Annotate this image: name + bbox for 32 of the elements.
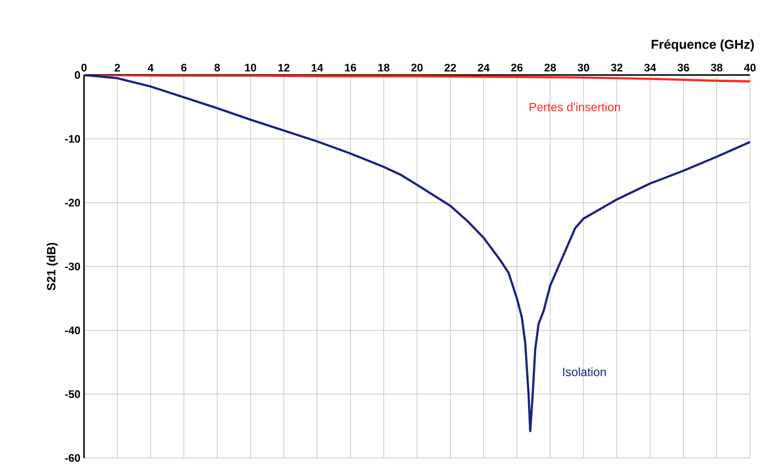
x-tick-label: 28 bbox=[544, 64, 556, 72]
x-tick-label: 24 bbox=[478, 64, 490, 72]
x-tick-label: 34 bbox=[644, 64, 656, 72]
x-tick-label: 38 bbox=[710, 64, 722, 72]
x-tick-label: 8 bbox=[214, 64, 220, 72]
x-tick-label: 4 bbox=[148, 64, 154, 72]
x-tick-label: 0 bbox=[81, 64, 87, 72]
x-tick-label: 2 bbox=[114, 64, 120, 72]
y-tick-label: 0 bbox=[74, 71, 80, 79]
x-tick-label: 18 bbox=[378, 64, 390, 72]
y-tick-label: -60 bbox=[65, 454, 80, 462]
x-axis-title: Fréquence (GHz) bbox=[652, 39, 754, 52]
x-tick-label: 40 bbox=[744, 64, 756, 72]
text: Isolation bbox=[563, 367, 606, 376]
y-axis-title: S21 (dB) bbox=[46, 242, 58, 290]
y-tick-label: -10 bbox=[65, 134, 80, 143]
x-tick-label: 26 bbox=[511, 64, 523, 72]
x-tick-label: 20 bbox=[411, 64, 423, 72]
y-tick-label: -50 bbox=[65, 390, 80, 398]
y-tick-label: -30 bbox=[65, 262, 80, 270]
x-tick-label: 6 bbox=[181, 64, 187, 72]
y-tick-label: -20 bbox=[65, 198, 80, 206]
y-tick-label: -40 bbox=[65, 326, 80, 334]
x-tick-label: 12 bbox=[278, 64, 290, 72]
x-tick-label: 32 bbox=[610, 64, 622, 72]
x-tick-label: 10 bbox=[245, 64, 256, 72]
x-tick-label: 14 bbox=[312, 64, 324, 72]
x-tick-label: 36 bbox=[678, 64, 690, 72]
x-tick-label: 30 bbox=[578, 64, 590, 72]
x-tick-label: 16 bbox=[344, 64, 356, 72]
x-tick-label: 22 bbox=[444, 64, 456, 72]
text: Pertes d'insertion bbox=[530, 102, 620, 112]
